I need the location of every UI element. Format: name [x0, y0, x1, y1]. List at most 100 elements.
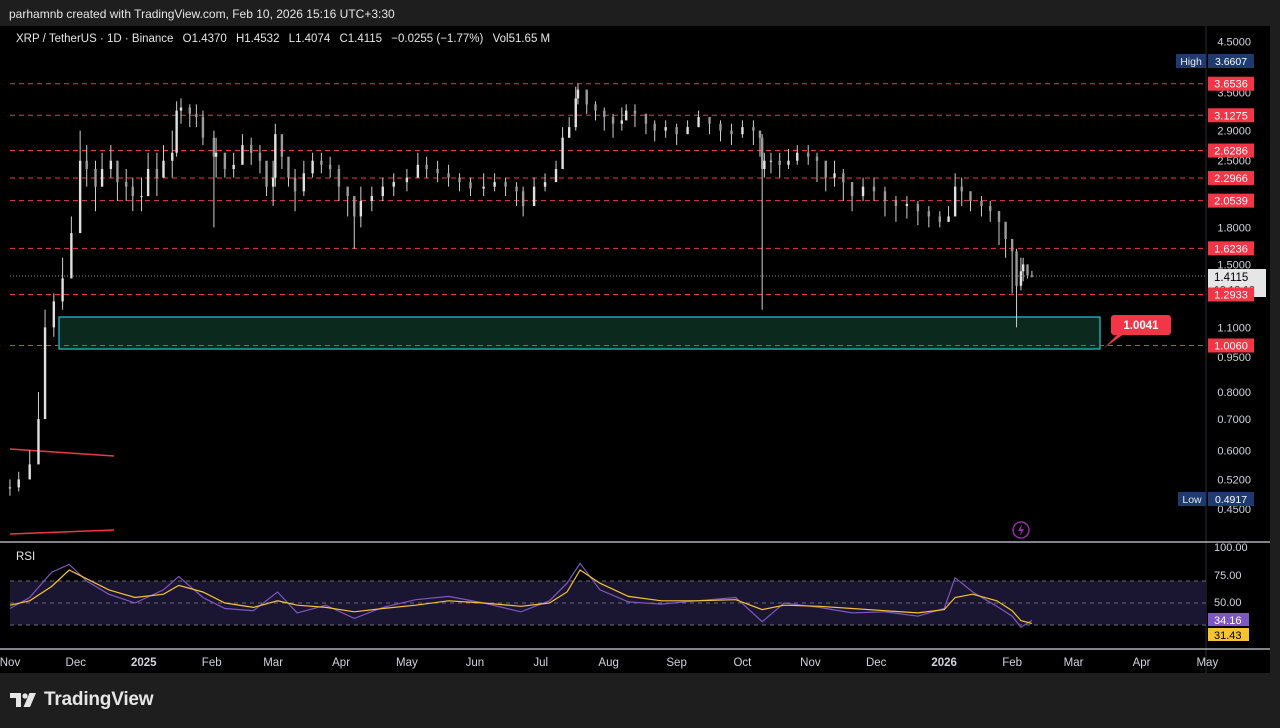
- candle-body: [179, 107, 183, 111]
- candle-body: [1026, 264, 1029, 276]
- candle-body: [346, 186, 349, 197]
- candle-body: [265, 160, 268, 187]
- candle-body: [258, 152, 262, 161]
- rsi-title: RSI: [16, 551, 35, 563]
- candle-body: [824, 160, 827, 178]
- candle-body: [302, 173, 306, 192]
- candle-body: [94, 169, 97, 187]
- candle-body: [78, 160, 82, 234]
- candle-body: [769, 160, 773, 162]
- alert-lightning-icon[interactable]: [1012, 521, 1030, 539]
- chart-area[interactable]: XRP / TetherUS · 1D · Binance O1.4370 H1…: [0, 26, 1270, 673]
- time-axis-label: May: [396, 657, 418, 669]
- level-badge-bg: [1208, 76, 1254, 91]
- candle-body: [359, 201, 363, 217]
- level-badge-bg: [1208, 338, 1254, 353]
- candle-body: [328, 164, 332, 170]
- rsi-value: 34.16: [1214, 615, 1242, 627]
- rsi-pane[interactable]: RSI 100.00 75.00 50.00 34.16 31.43: [9, 542, 1249, 642]
- candle-body: [686, 127, 689, 135]
- candle-body: [232, 164, 235, 170]
- candle-body: [37, 419, 40, 465]
- time-axis-label: Oct: [733, 657, 752, 669]
- legend-close: C1.4115: [339, 33, 382, 45]
- rsi-ma-badge: [1208, 628, 1249, 641]
- candle-body: [850, 182, 854, 197]
- candle-body: [392, 182, 395, 187]
- candle-body: [17, 479, 20, 488]
- candle-body: [162, 160, 165, 178]
- high-badge: High 3.6607: [1176, 54, 1254, 68]
- low-value: 0.4917: [1215, 494, 1247, 506]
- legend-change: −0.0255 (−1.77%): [391, 33, 483, 45]
- candle-body: [554, 169, 558, 183]
- tradingview-logo[interactable]: TradingView: [10, 689, 154, 711]
- price-tick-label: 4.5000: [1217, 36, 1251, 48]
- candle-body: [493, 182, 496, 187]
- price-tick-label: 0.7000: [1217, 414, 1251, 426]
- candle-body: [953, 186, 957, 217]
- candle-body: [515, 186, 518, 192]
- candle-body: [758, 130, 762, 138]
- top-bar: parhamnb created with TradingView.com, F…: [0, 0, 1280, 26]
- candle-body: [938, 216, 941, 222]
- candle-body: [624, 110, 628, 121]
- trendline-upper[interactable]: [9, 448, 115, 457]
- rsi-line: [9, 562, 1033, 628]
- support-zone[interactable]: [58, 316, 1101, 350]
- legend-symbol: XRP / TetherUS · 1D · Binance: [16, 33, 173, 45]
- time-axis[interactable]: Nov Dec 2025 Feb Mar Apr May Jun Jul Aug Sep Oct Nov…: [0, 657, 1218, 669]
- price-callout[interactable]: 1.0041: [1104, 315, 1171, 348]
- candle-body: [131, 186, 134, 197]
- candle-body: [124, 182, 128, 187]
- level-badge-value: 1.2933: [1214, 290, 1248, 302]
- candle-body: [271, 177, 275, 187]
- legend-low: L1.4074: [289, 33, 331, 45]
- candle-body: [214, 152, 218, 157]
- high-value: 3.6607: [1215, 56, 1247, 68]
- candle-body: [697, 117, 700, 128]
- candle-body: [567, 127, 571, 138]
- high-label: High: [1180, 56, 1202, 68]
- time-axis-label: Aug: [598, 657, 618, 669]
- price-tick-label: 1.8000: [1217, 222, 1251, 234]
- candle-body: [405, 177, 409, 183]
- level-lines[interactable]: [10, 83, 1206, 346]
- price-axis[interactable]: 4.50003.50002.90002.50001.80001.50001.10…: [1217, 36, 1251, 515]
- candles: [8, 83, 1034, 496]
- candle-body: [458, 177, 461, 183]
- time-axis-label: Mar: [263, 657, 283, 669]
- candle-body: [778, 160, 781, 165]
- time-axis-label: Sep: [666, 657, 686, 669]
- level-badge-value: 3.6536: [1214, 79, 1248, 91]
- level-badge-bg: [1208, 193, 1254, 208]
- candle-body: [730, 130, 733, 135]
- level-badge-value: 2.0539: [1214, 196, 1248, 208]
- price-tick-label: 0.4500: [1217, 504, 1251, 516]
- level-badge-bg: [1208, 143, 1254, 158]
- candle-body: [796, 152, 799, 161]
- candle-body: [532, 186, 536, 207]
- candle-body: [337, 169, 341, 187]
- candle-body: [504, 182, 507, 187]
- candle-body: [872, 186, 876, 192]
- price-tick-label: 1.1000: [1217, 322, 1251, 334]
- level-badge-value: 2.6286: [1214, 146, 1248, 158]
- candle-body: [719, 123, 722, 131]
- candle-body: [947, 216, 950, 222]
- price-tick-label: 2.5000: [1217, 156, 1251, 168]
- candle-body: [894, 201, 898, 207]
- candle-body: [287, 156, 290, 178]
- trendline-lower[interactable]: [9, 529, 115, 535]
- rsi-ma-value: 31.43: [1214, 630, 1242, 642]
- candle-body: [752, 127, 755, 131]
- candle-body: [807, 152, 810, 157]
- level-badge-value: 3.1275: [1214, 110, 1248, 122]
- level-badge-bg: [1208, 287, 1254, 302]
- candle-body: [708, 117, 711, 124]
- candle-body: [763, 160, 766, 170]
- candle-body: [833, 173, 836, 178]
- chart-svg[interactable]: XRP / TetherUS · 1D · Binance O1.4370 H1…: [0, 26, 1270, 673]
- legend-text: XRP / TetherUS · 1D · Binance O1.4370 H1…: [16, 33, 550, 45]
- candle-body: [85, 160, 88, 170]
